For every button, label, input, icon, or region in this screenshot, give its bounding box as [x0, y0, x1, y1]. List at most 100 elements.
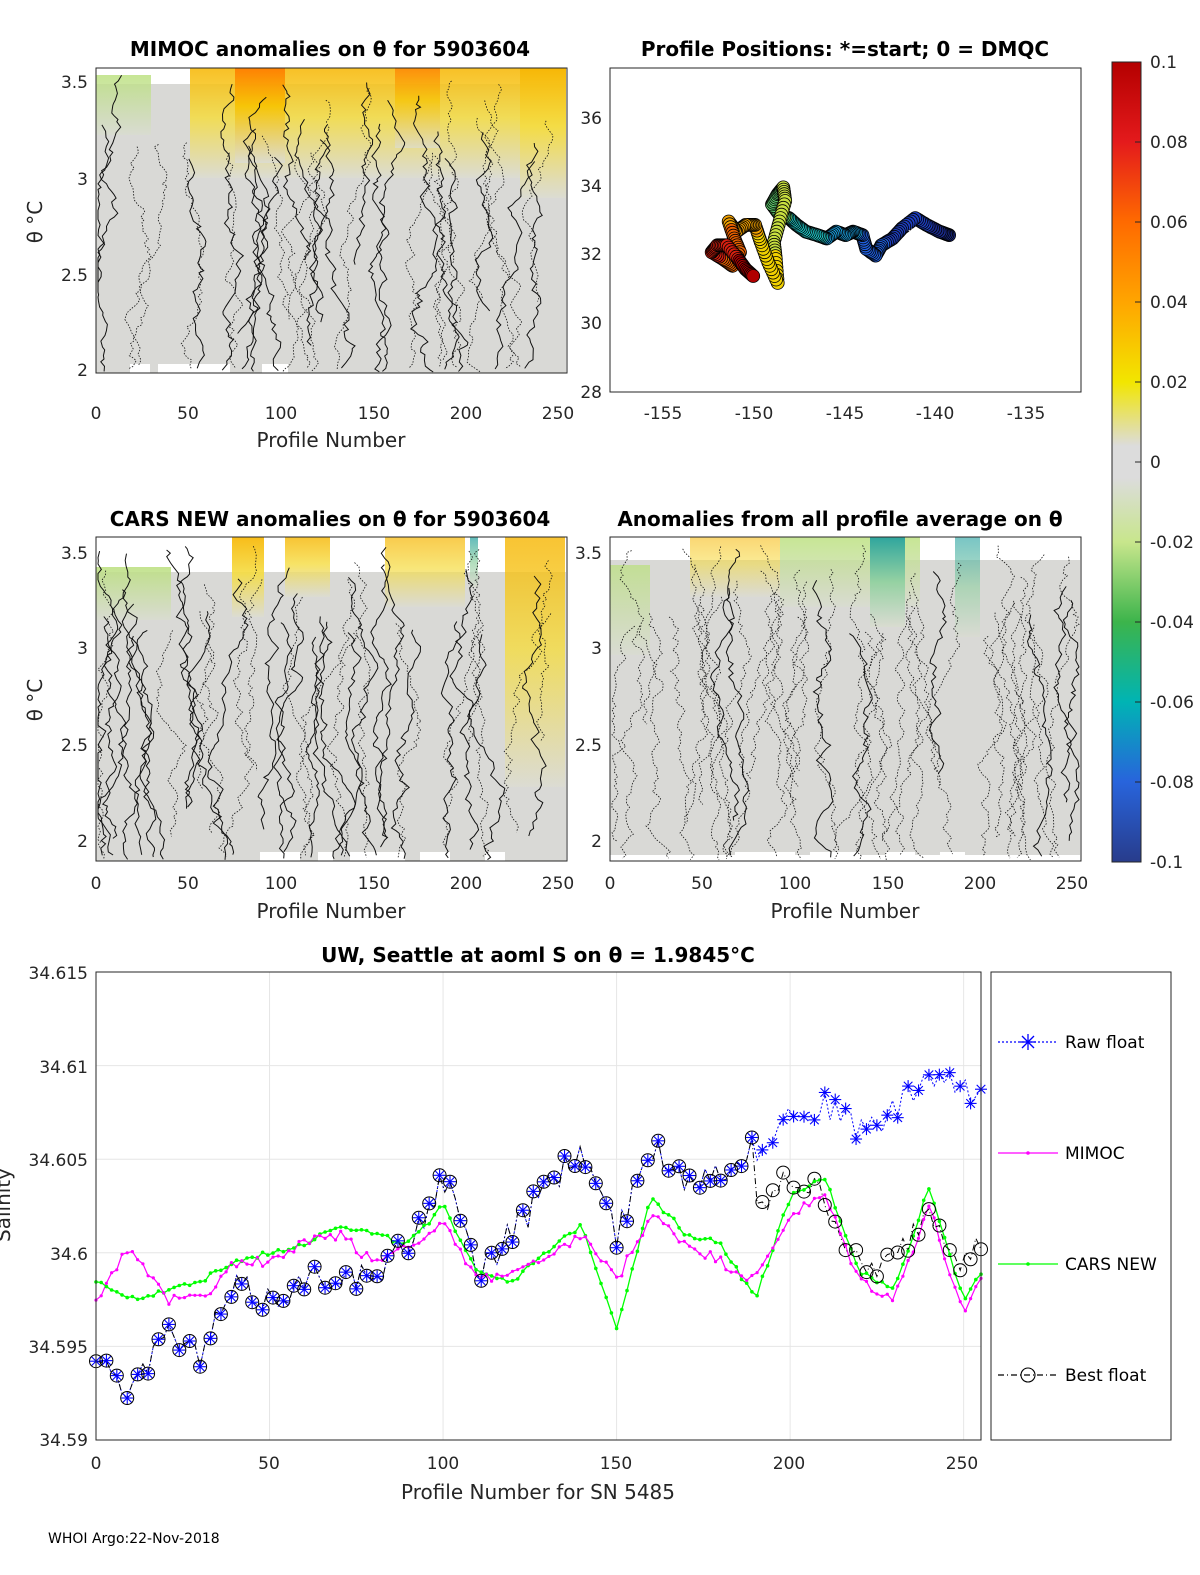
mimoc-xtick: 200: [450, 404, 482, 424]
salinity-axes-bg: [96, 972, 981, 1440]
cars-point: [177, 1283, 182, 1288]
best-point-marker: [401, 1246, 416, 1261]
cars-point: [385, 1233, 390, 1238]
mimoc-point: [255, 1255, 259, 1259]
mimoc-point: [901, 1274, 905, 1278]
best-point-marker: [276, 1293, 291, 1308]
raw-point-marker-icon: [850, 1133, 863, 1146]
raw-point-marker-icon: [256, 1303, 269, 1316]
contour-line: [128, 629, 166, 860]
raw-point-marker-icon: [829, 1093, 842, 1106]
mimoc-point: [141, 1262, 145, 1266]
cars-point: [906, 1249, 910, 1253]
contour-line: [241, 128, 267, 370]
cars-point: [760, 1274, 765, 1279]
contour-line: [121, 635, 143, 855]
cars-point: [422, 1223, 426, 1228]
raw-point-marker-icon: [173, 1344, 186, 1357]
raw-point-marker-icon: [766, 1136, 779, 1149]
best-point-marker: [942, 1243, 957, 1258]
positions-xtick: -150: [735, 404, 774, 424]
mimoc-point: [453, 1242, 457, 1246]
best-point-marker: [349, 1281, 364, 1296]
mimoc-point: [349, 1237, 353, 1241]
best-point-marker: [411, 1210, 426, 1225]
best-point-marker: [203, 1331, 218, 1346]
best-point-marker: [880, 1247, 895, 1262]
best-point-marker: [515, 1203, 530, 1218]
mimoc-point: [542, 1258, 546, 1262]
best-point-marker: [359, 1268, 374, 1283]
raw-point-marker-icon: [808, 1113, 821, 1126]
cars-point: [630, 1267, 634, 1271]
contour-line: [257, 567, 290, 830]
cars-point: [510, 1278, 515, 1283]
cars-point: [573, 1230, 577, 1235]
mimoc-point: [854, 1269, 858, 1273]
raw-point-marker-icon: [787, 1110, 800, 1123]
cars-point: [942, 1235, 947, 1240]
positions-ytick: 34: [580, 177, 602, 197]
cars-point: [141, 1296, 145, 1301]
raw-point-marker-icon: [381, 1249, 394, 1262]
contour-line: [294, 118, 322, 346]
cars-point: [885, 1284, 890, 1289]
mimoc-point: [328, 1233, 332, 1237]
contour-line: [1053, 586, 1080, 841]
mimoc-point: [963, 1309, 968, 1313]
contour-line: [180, 546, 229, 860]
best-point-marker: [682, 1168, 697, 1183]
colorbar-ticklabel: -0.06: [1150, 693, 1194, 713]
raw-point-marker-icon: [485, 1246, 498, 1259]
mimoc-point: [375, 1258, 379, 1262]
cars-point: [620, 1307, 624, 1312]
contour-line: [194, 611, 224, 834]
mimoc-xtick: 0: [91, 404, 102, 424]
best-point-marker: [505, 1235, 520, 1249]
cars-ytick: 3: [77, 639, 88, 659]
mimoc-point: [620, 1274, 624, 1278]
contour-line: [909, 573, 930, 859]
cars-point: [437, 1205, 442, 1209]
cars-point: [411, 1233, 416, 1238]
best-point-marker: [734, 1159, 749, 1174]
raw-point-marker-icon: [537, 1175, 550, 1188]
mimoc-point: [172, 1293, 176, 1297]
raw-point-marker-icon: [319, 1281, 332, 1294]
mimoc-point: [589, 1242, 593, 1246]
mimoc-point: [750, 1273, 754, 1278]
raw-point-marker-icon: [922, 1068, 935, 1081]
mimoc-point: [885, 1292, 889, 1296]
cars-point: [182, 1282, 187, 1286]
colorbar-ticklabel: 0: [1150, 453, 1161, 473]
salinity-xtick: 250: [946, 1454, 978, 1474]
contour-line: [521, 120, 554, 302]
mimoc-point: [219, 1274, 223, 1278]
cars-point: [219, 1268, 223, 1273]
cars-point: [755, 1293, 759, 1298]
mimoc-axes-frame: [95, 67, 568, 374]
series-line-raw-float: [95, 1071, 982, 1399]
cars-point: [552, 1244, 556, 1249]
cars-point: [646, 1205, 650, 1210]
cars-point: [734, 1265, 739, 1269]
mimoc-point: [703, 1256, 707, 1260]
contour-line: [494, 142, 539, 370]
contour-line: [310, 124, 331, 323]
contour-line: [237, 96, 271, 334]
positions-ytick: 28: [580, 383, 602, 403]
mimoc-point: [713, 1260, 718, 1264]
contour-line: [422, 152, 466, 368]
legend-raw-marker-icon: [1020, 1034, 1036, 1050]
cars-xticks: 0 50 100 150 200 250: [91, 874, 575, 894]
best-point-marker: [109, 1368, 124, 1383]
cars-point: [708, 1236, 713, 1241]
salinity-xtick: 150: [600, 1454, 632, 1474]
positions-xtick: -135: [1007, 404, 1046, 424]
raw-point-marker-icon: [110, 1369, 123, 1382]
mimoc-point: [235, 1265, 239, 1269]
cars-point: [651, 1197, 655, 1201]
positions-xtick: -155: [644, 404, 683, 424]
salinity-xtick: 50: [258, 1454, 280, 1474]
cars-point: [156, 1289, 161, 1293]
